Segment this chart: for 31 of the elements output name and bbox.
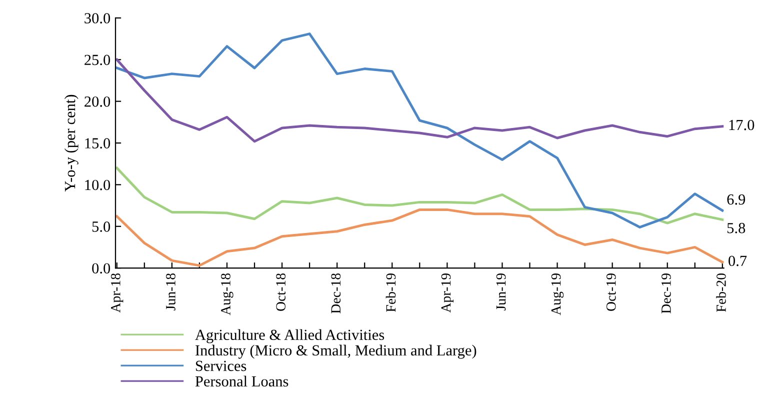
y-tick-label: 25.0 — [84, 54, 110, 66]
data-label: 0.7 — [728, 256, 747, 266]
x-tick-label: Dec-19 — [662, 273, 671, 314]
data-label: 5.8 — [727, 222, 746, 234]
x-tick-label: Jun-18 — [166, 273, 176, 310]
line-series — [116, 32, 724, 228]
y-tick-label: 20.0 — [84, 96, 110, 107]
x-tick-label: Feb-19 — [386, 273, 396, 312]
y-tick-label: 5.0 — [92, 222, 110, 232]
y-tick-label: 10.0 — [85, 180, 110, 190]
line-series — [116, 166, 724, 224]
y-tick-label: 15.0 — [85, 138, 110, 149]
x-tick-label: Aug-18 — [221, 273, 234, 316]
legend-label: Personal Loans — [195, 376, 288, 387]
data-label: 6.9 — [727, 194, 746, 205]
data-label: 17.0 — [729, 120, 754, 130]
y-axis-title: Y-o-y (per cent) — [64, 94, 78, 192]
x-tick-label: Dec-18 — [331, 273, 341, 314]
x-tick-label: Apr-19 — [441, 273, 454, 313]
legend-label: Services — [196, 360, 246, 372]
x-tick-label: Aug-19 — [551, 273, 564, 316]
y-tick-label: 30.0 — [84, 13, 110, 24]
x-tick-label: Feb-20 — [716, 273, 726, 312]
line-series — [116, 58, 724, 143]
x-tick-label: Apr-18 — [110, 273, 124, 313]
y-tick-label: 0.0 — [92, 263, 110, 274]
x-tick-label: Oct-18 — [276, 273, 286, 311]
legend-label: Industry (Micro & Small, Medium and Large) — [195, 344, 476, 359]
x-tick-label: Oct-19 — [606, 273, 616, 311]
legend-label: Agriculture & Allied Activities — [195, 329, 384, 344]
x-tick-label: Jun-19 — [496, 273, 506, 310]
